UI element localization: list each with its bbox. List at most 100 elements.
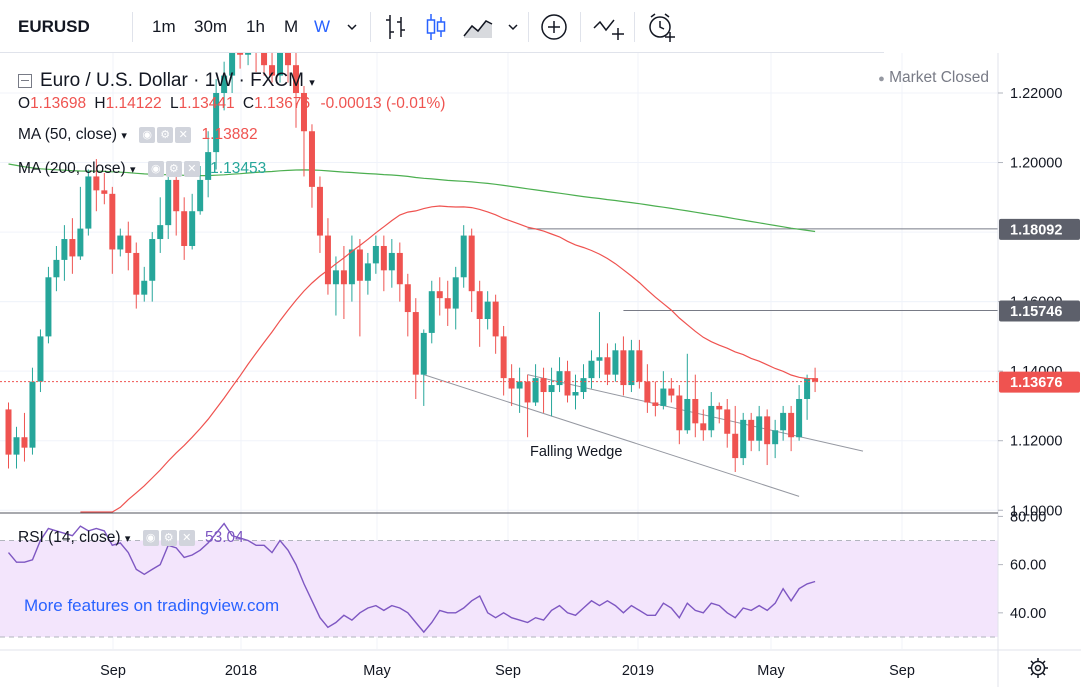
candle-body: [596, 357, 603, 361]
chevron-down-icon[interactable]: ▾: [124, 533, 131, 546]
ma50-legend[interactable]: MA (50, close) ▾ ◉ ⚙ ✕ 1.13882: [18, 126, 258, 144]
horizontal-levels: [527, 228, 998, 311]
candle-body: [628, 350, 635, 386]
bar-style-icon[interactable]: [384, 12, 408, 47]
price-chart[interactable]: Falling Wedge 1.220001.200001.160001.140…: [0, 53, 1081, 687]
candle-body: [564, 371, 571, 396]
candle-body: [316, 186, 323, 236]
candle-body: [732, 433, 739, 459]
candle-body: [205, 152, 212, 180]
candle-body: [277, 53, 284, 76]
time-tick-label: Sep: [889, 663, 915, 679]
eye-icon: ◉: [142, 529, 159, 546]
collapse-icon[interactable]: [18, 73, 32, 88]
gear-icon: ⚙: [160, 529, 177, 546]
add-compare-icon[interactable]: [539, 12, 569, 47]
divider: [580, 12, 581, 42]
promo-link[interactable]: More features on tradingview.com: [24, 596, 280, 615]
alert-clock-icon[interactable]: [646, 12, 678, 47]
candle-body: [5, 409, 12, 455]
chevron-down-icon[interactable]: ▾: [309, 77, 315, 89]
candles-icon[interactable]: [424, 12, 448, 47]
candle-body: [85, 176, 92, 229]
rsi-legend[interactable]: RSI (14, close) ▾ ◉ ⚙ ✕ 53.04: [18, 529, 244, 547]
chevron-down-icon[interactable]: ▾: [121, 130, 127, 143]
candle-body: [45, 277, 52, 337]
interval-w[interactable]: W: [314, 17, 331, 36]
area-icon[interactable]: [462, 12, 494, 47]
time-tick-label: 2018: [225, 663, 257, 679]
divider: [370, 12, 371, 42]
candle-body: [604, 357, 611, 375]
high-value: 1.14122: [105, 95, 162, 112]
candle-body: [716, 405, 723, 410]
candle-body: [676, 395, 683, 431]
ma200-legend[interactable]: MA (200, close) ▾ ◉ ⚙ ✕ 1.13453: [18, 160, 267, 178]
candle-body: [61, 239, 68, 260]
candle-body: [245, 53, 252, 55]
indicator-controls[interactable]: ◉ ⚙ ✕: [142, 529, 197, 547]
gear-icon: ⚙: [165, 160, 182, 177]
candle-body: [261, 53, 268, 66]
last-price-tag-bg: [999, 371, 1080, 393]
candle-body: [700, 423, 707, 431]
chevron-down-icon[interactable]: ▾: [130, 164, 136, 177]
status-dot-icon: ●: [878, 73, 885, 85]
indicator-controls[interactable]: ◉ ⚙ ✕: [139, 126, 193, 144]
candle-body: [668, 388, 675, 396]
eye-icon: ◉: [139, 126, 156, 143]
rsi-scale[interactable]: 80.00 60.00 40.00: [998, 509, 1046, 622]
time-scale[interactable]: Sep 2018 May Sep 2019 May Sep: [100, 663, 915, 679]
chevron-down-icon[interactable]: [346, 20, 358, 38]
candle-body: [692, 398, 699, 424]
candle-body: [556, 371, 563, 386]
candle-body: [484, 301, 491, 320]
indicators-icon[interactable]: [592, 12, 626, 47]
candle-body: [540, 378, 547, 393]
price-tick-label: 1.12000: [1010, 434, 1062, 450]
candle-body: [444, 298, 451, 309]
candle-body: [101, 190, 108, 194]
candle-body: [13, 437, 20, 455]
candle-body: [780, 412, 787, 431]
candle-body: [37, 336, 44, 382]
candle-body: [652, 402, 659, 406]
level-price-tag-bg: [999, 218, 1080, 240]
candle-body: [572, 392, 579, 396]
price-tick-label: 1.20000: [1010, 156, 1062, 172]
falling-wedge-label: Falling Wedge: [530, 444, 622, 460]
candle-body: [452, 277, 459, 309]
rsi-band: [0, 540, 998, 637]
symbol-search[interactable]: EURUSD: [18, 17, 90, 36]
candle-body: [324, 235, 331, 285]
candle-body: [157, 225, 164, 240]
candle-body: [308, 131, 315, 187]
interval-1h[interactable]: 1h: [246, 17, 265, 36]
candle-body: [221, 75, 228, 93]
candle-body: [772, 430, 779, 445]
interval-m[interactable]: M: [284, 17, 299, 36]
candle-body: [348, 249, 355, 285]
ma50-line: [80, 205, 816, 513]
interval-1m[interactable]: 1m: [152, 17, 176, 36]
change-value: -0.00013 (-0.01%): [320, 95, 446, 112]
chevron-down-icon[interactable]: [507, 20, 519, 38]
time-tick-label: May: [757, 663, 785, 679]
indicator-controls[interactable]: ◉ ⚙ ✕: [147, 160, 202, 178]
close-icon: ✕: [178, 529, 195, 546]
candle-body: [436, 291, 443, 299]
rsi-tick-label: 60.00: [1010, 558, 1046, 574]
rsi-tick-label: 80.00: [1010, 509, 1046, 525]
settings-gear-icon[interactable]: [1028, 658, 1048, 678]
interval-30m[interactable]: 30m: [194, 17, 228, 36]
time-tick-label: Sep: [100, 663, 126, 679]
candle-body: [29, 381, 36, 448]
candle-body: [332, 270, 339, 285]
candle-body: [173, 179, 180, 212]
rsi-line: [7, 522, 816, 634]
candle-body: [468, 235, 475, 292]
toolbar: EURUSD 1m 30m 1h M W: [0, 0, 1081, 53]
candle-body: [788, 412, 795, 438]
candle-body: [356, 249, 363, 281]
candle-body: [724, 409, 731, 434]
